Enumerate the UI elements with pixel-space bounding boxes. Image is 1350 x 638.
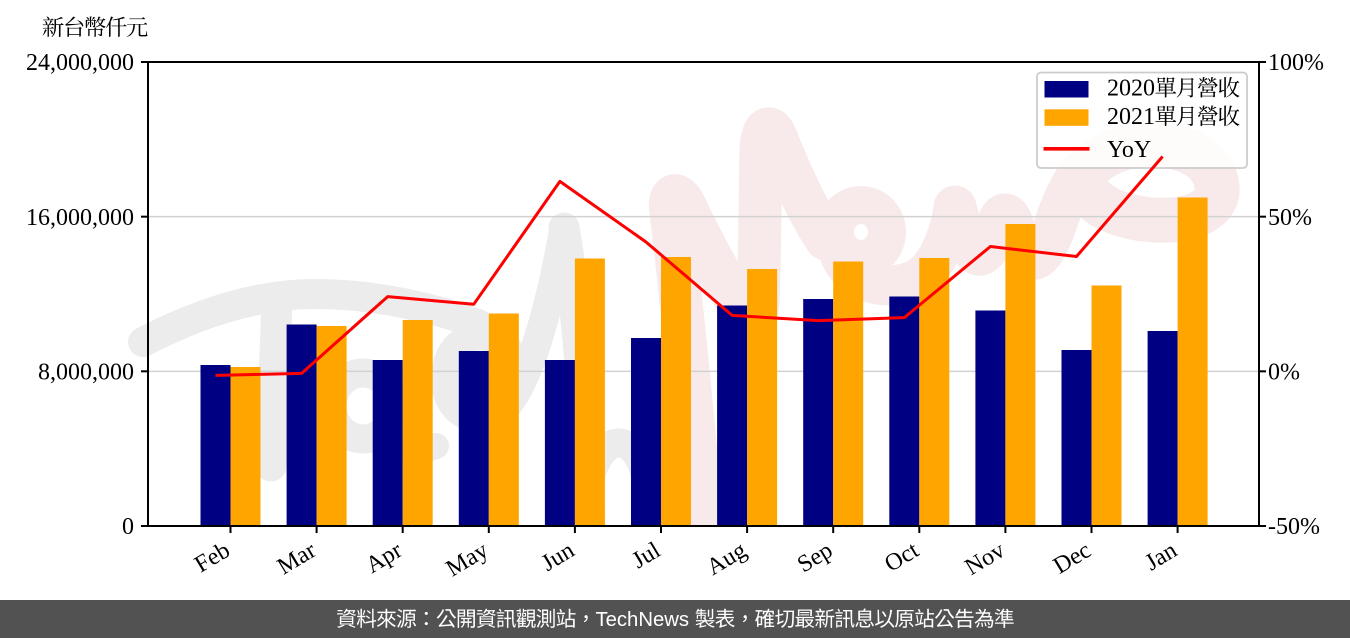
svg-text:16,000,000: 16,000,000 — [26, 205, 134, 231]
svg-text:0%: 0% — [1268, 360, 1300, 386]
svg-text:-50%: -50% — [1268, 514, 1320, 540]
svg-text:24,000,000: 24,000,000 — [26, 50, 134, 76]
svg-text:100%: 100% — [1268, 50, 1324, 76]
svg-text:8,000,000: 8,000,000 — [38, 360, 134, 386]
svg-text:YoY: YoY — [1107, 137, 1151, 163]
svg-text:0: 0 — [122, 514, 134, 540]
svg-text:TechNews: TechNews — [596, 609, 690, 631]
svg-text:2020: 2020 — [1107, 76, 1155, 102]
svg-text:50%: 50% — [1268, 205, 1312, 231]
svg-text:2021: 2021 — [1107, 104, 1155, 130]
